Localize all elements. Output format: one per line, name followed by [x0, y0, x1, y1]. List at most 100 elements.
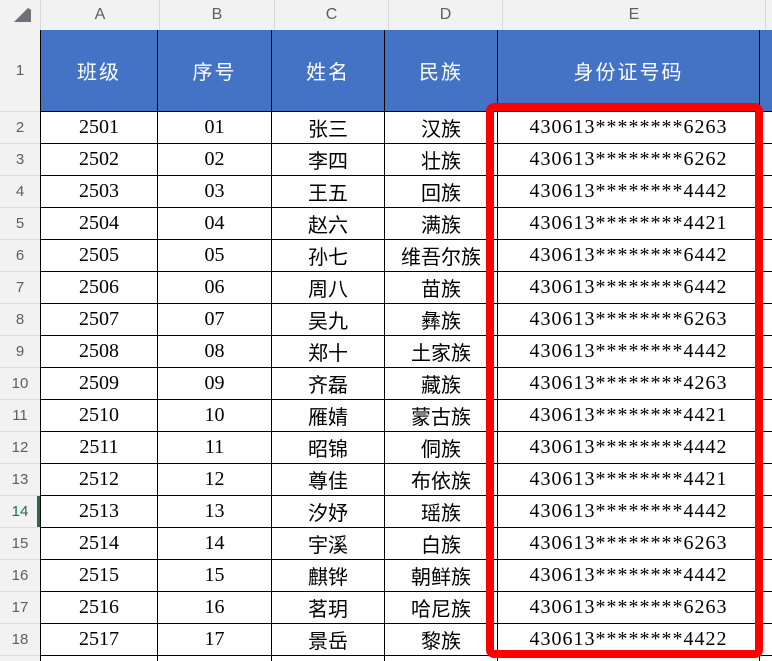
row-header[interactable]: 2: [0, 112, 40, 144]
table-cell-ethnicity[interactable]: 瑶族: [385, 496, 498, 528]
table-header-cell-name[interactable]: 姓名: [272, 30, 385, 112]
table-cell-number[interactable]: 05: [158, 240, 272, 272]
table-cell-id-number[interactable]: 430613********6262: [498, 144, 760, 176]
table-cell-name[interactable]: 孙七: [272, 240, 385, 272]
column-header-d[interactable]: D: [389, 0, 503, 30]
table-cell-number[interactable]: 03: [158, 176, 272, 208]
table-cell-name[interactable]: 景岳: [272, 624, 385, 656]
row-header[interactable]: 10: [0, 368, 40, 400]
table-cell-id-number[interactable]: 430613********4421: [498, 208, 760, 240]
table-cell-ethnicity[interactable]: 满族: [385, 208, 498, 240]
row-header[interactable]: 7: [0, 272, 40, 304]
row-header[interactable]: 16: [0, 560, 40, 592]
table-header-cell-class[interactable]: 班级: [40, 30, 158, 112]
table-cell-class[interactable]: 2505: [40, 240, 158, 272]
table-cell-class[interactable]: 2510: [40, 400, 158, 432]
table-cell-id-number[interactable]: 430613********6442: [498, 240, 760, 272]
row-header[interactable]: 17: [0, 592, 40, 624]
table-cell-id-number[interactable]: 430613********4442: [498, 336, 760, 368]
table-cell-id-number[interactable]: 430613********4442: [498, 176, 760, 208]
table-cell-class[interactable]: 2507: [40, 304, 158, 336]
table-cell-id-number[interactable]: 430613********4422: [498, 624, 760, 656]
table-cell-name[interactable]: 昭锦: [272, 432, 385, 464]
table-cell-id-number[interactable]: 430613********6263: [498, 592, 760, 624]
table-cell-class[interactable]: 2514: [40, 528, 158, 560]
table-cell-name[interactable]: 尊佳: [272, 464, 385, 496]
table-header-cell-id-number[interactable]: 身份证号码: [498, 30, 760, 112]
table-cell-id-number[interactable]: 430613********4442: [498, 496, 760, 528]
table-cell-number[interactable]: 07: [158, 304, 272, 336]
table-cell-ethnicity[interactable]: 汉族: [385, 112, 498, 144]
row-header[interactable]: 15: [0, 528, 40, 560]
table-cell-number[interactable]: 13: [158, 496, 272, 528]
table-cell-class[interactable]: 2504: [40, 208, 158, 240]
row-header[interactable]: 12: [0, 432, 40, 464]
table-cell-ethnicity[interactable]: 土家族: [385, 336, 498, 368]
table-cell[interactable]: [272, 656, 385, 661]
table-cell-id-number[interactable]: 430613********6263: [498, 528, 760, 560]
select-all-corner[interactable]: [0, 0, 41, 30]
table-cell-name[interactable]: 周八: [272, 272, 385, 304]
table-cell-name[interactable]: 张三: [272, 112, 385, 144]
table-cell-class[interactable]: 2513: [40, 496, 158, 528]
table-cell-number[interactable]: 01: [158, 112, 272, 144]
table-cell[interactable]: [40, 656, 158, 661]
row-header[interactable]: 5: [0, 208, 40, 240]
column-header-e[interactable]: E: [503, 0, 766, 30]
row-header[interactable]: 3: [0, 144, 40, 176]
table-cell-number[interactable]: 16: [158, 592, 272, 624]
table-cell-name[interactable]: 李四: [272, 144, 385, 176]
table-cell-ethnicity[interactable]: 侗族: [385, 432, 498, 464]
table-cell-id-number[interactable]: 430613********6442: [498, 272, 760, 304]
table-cell-class[interactable]: 2503: [40, 176, 158, 208]
row-header[interactable]: 9: [0, 336, 40, 368]
table-cell-id-number[interactable]: 430613********4442: [498, 432, 760, 464]
table-cell-class[interactable]: 2511: [40, 432, 158, 464]
table-cell-number[interactable]: 08: [158, 336, 272, 368]
table-cell-number[interactable]: 12: [158, 464, 272, 496]
table-cell-class[interactable]: 2502: [40, 144, 158, 176]
table-cell-id-number[interactable]: 430613********4263: [498, 368, 760, 400]
table-cell-class[interactable]: 2512: [40, 464, 158, 496]
table-cell-ethnicity[interactable]: 壮族: [385, 144, 498, 176]
table-cell-name[interactable]: 茗玥: [272, 592, 385, 624]
table-cell-id-number[interactable]: 430613********6263: [498, 304, 760, 336]
table-cell-ethnicity[interactable]: 回族: [385, 176, 498, 208]
table-cell-id-number[interactable]: 430613********4421: [498, 400, 760, 432]
table-cell-name[interactable]: 赵六: [272, 208, 385, 240]
table-cell-class[interactable]: 2517: [40, 624, 158, 656]
table-cell-ethnicity[interactable]: 白族: [385, 528, 498, 560]
column-header-partial[interactable]: [766, 0, 772, 30]
table-cell-ethnicity[interactable]: 黎族: [385, 624, 498, 656]
row-header[interactable]: 8: [0, 304, 40, 336]
table-cell-class[interactable]: 2515: [40, 560, 158, 592]
row-header[interactable]: 14: [0, 496, 40, 528]
table-cell-class[interactable]: 2506: [40, 272, 158, 304]
table-cell-ethnicity[interactable]: 藏族: [385, 368, 498, 400]
table-cell-class[interactable]: 2509: [40, 368, 158, 400]
table-cell-number[interactable]: 04: [158, 208, 272, 240]
table-cell-ethnicity[interactable]: 彝族: [385, 304, 498, 336]
row-header[interactable]: 4: [0, 176, 40, 208]
table-cell-class[interactable]: 2501: [40, 112, 158, 144]
table-cell-number[interactable]: 14: [158, 528, 272, 560]
table-cell-id-number[interactable]: 430613********6263: [498, 112, 760, 144]
table-cell-name[interactable]: 雁婧: [272, 400, 385, 432]
table-cell-name[interactable]: 麒铧: [272, 560, 385, 592]
table-cell-class[interactable]: 2516: [40, 592, 158, 624]
table-cell[interactable]: [498, 656, 760, 661]
table-cell-number[interactable]: 15: [158, 560, 272, 592]
row-header[interactable]: 1: [0, 30, 40, 112]
table-cell-number[interactable]: 09: [158, 368, 272, 400]
row-header[interactable]: 13: [0, 464, 40, 496]
column-header-a[interactable]: A: [41, 0, 160, 30]
table-header-cell-ethnicity[interactable]: 民族: [385, 30, 498, 112]
row-header[interactable]: 11: [0, 400, 40, 432]
table-cell-number[interactable]: 10: [158, 400, 272, 432]
table-cell-ethnicity[interactable]: 朝鲜族: [385, 560, 498, 592]
table-cell-name[interactable]: 汐妤: [272, 496, 385, 528]
table-cell-ethnicity[interactable]: 维吾尔族: [385, 240, 498, 272]
table-cell-ethnicity[interactable]: 苗族: [385, 272, 498, 304]
table-cell[interactable]: [158, 656, 272, 661]
table-cell-name[interactable]: 吴九: [272, 304, 385, 336]
